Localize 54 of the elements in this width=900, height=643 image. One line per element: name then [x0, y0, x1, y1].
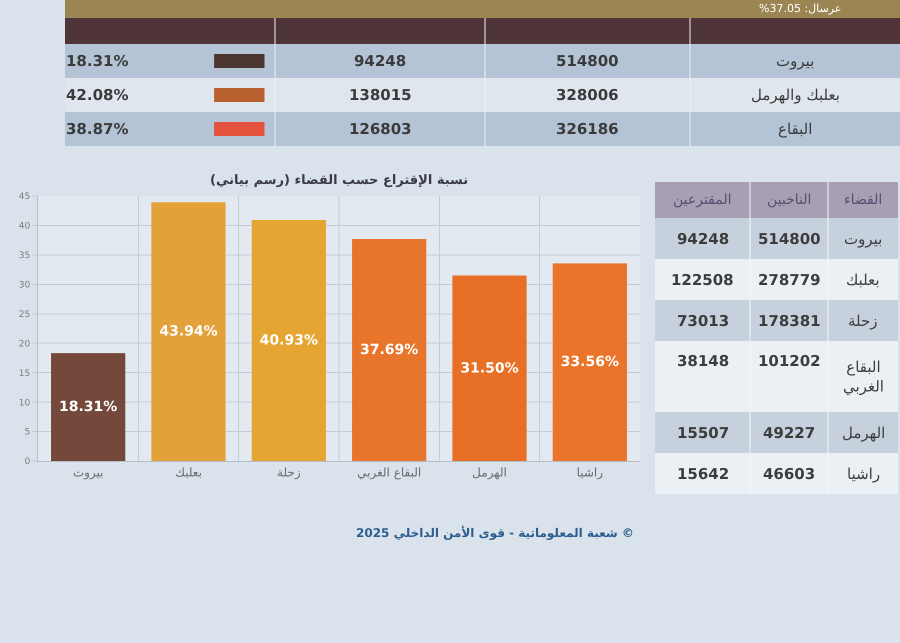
y-tick-label: 5 — [24, 428, 30, 438]
data-label: 40.93% — [260, 332, 318, 348]
category-label: بعلبك والهرمل — [751, 86, 840, 104]
y-tick-label: 25 — [18, 310, 30, 320]
x-tick-label: بيروت — [72, 465, 104, 480]
series-label: الناخبين — [767, 192, 812, 208]
x-tick-label: زحلة — [277, 465, 301, 480]
data-label: 18.31% — [59, 399, 118, 416]
category-label: البقاع الغربي — [843, 358, 884, 396]
data-label: 138015 — [349, 86, 412, 104]
y-tick-label: 10 — [18, 398, 30, 408]
text: المقترعين — [673, 192, 732, 208]
data-label: 514800 — [556, 52, 619, 70]
data-label: 101202 — [758, 352, 821, 370]
y-tick-label: 45 — [18, 192, 30, 202]
x-tick-label: البقاع الغربي — [357, 465, 422, 480]
data-label: 38148 — [677, 352, 730, 370]
data-label: 46603 — [763, 465, 816, 483]
chart-title: نسبة الإقتراع حسب القضاء (رسم بياني) — [210, 173, 468, 188]
data-label: 326186 — [556, 120, 619, 138]
x-tick-label: بعلبك — [175, 465, 202, 480]
category-label: بيروت — [844, 230, 882, 248]
text: عرسال: 37.05% — [759, 2, 842, 15]
y-tick-label: 35 — [18, 251, 30, 262]
category-label: الهرمل — [842, 424, 886, 442]
data-label: 94248 — [677, 230, 730, 248]
data-label: 278779 — [758, 271, 821, 289]
data-label: 178381 — [758, 312, 821, 330]
data-label: 514800 — [758, 230, 821, 248]
category-label: زحلة — [848, 312, 878, 330]
data-label: 33.56% — [560, 354, 619, 370]
y-tick-label: 20 — [18, 339, 30, 350]
data-label: 15507 — [677, 424, 730, 442]
data-label: 15642 — [677, 465, 730, 483]
text: © شعبة المعلوماتية - قوى الأمن الداخلي 2025 — [356, 525, 634, 540]
data-label: 328006 — [556, 86, 619, 104]
data-label: 37.69% — [360, 342, 418, 358]
y-tick-label: 15 — [18, 368, 30, 379]
x-tick-label: راشيا — [576, 465, 604, 480]
category-label: البقاع — [778, 120, 812, 138]
y-tick-label: 30 — [18, 280, 30, 290]
category-label: بعلبك — [846, 271, 880, 289]
data-label: 31.50% — [460, 360, 519, 376]
text: القضاء — [844, 192, 882, 208]
y-tick-label: 40 — [18, 222, 30, 232]
data-label: 73013 — [677, 312, 730, 330]
category-label: بيروت — [776, 52, 814, 70]
y-tick-label: 0 — [24, 457, 30, 468]
data-label: 94248 — [354, 52, 406, 70]
data-label: 43.94% — [159, 324, 218, 340]
data-label: 126803 — [349, 120, 412, 138]
data-label: 49227 — [763, 424, 816, 442]
data-label: 122508 — [671, 271, 734, 289]
x-tick-label: الهرمل — [472, 465, 507, 480]
